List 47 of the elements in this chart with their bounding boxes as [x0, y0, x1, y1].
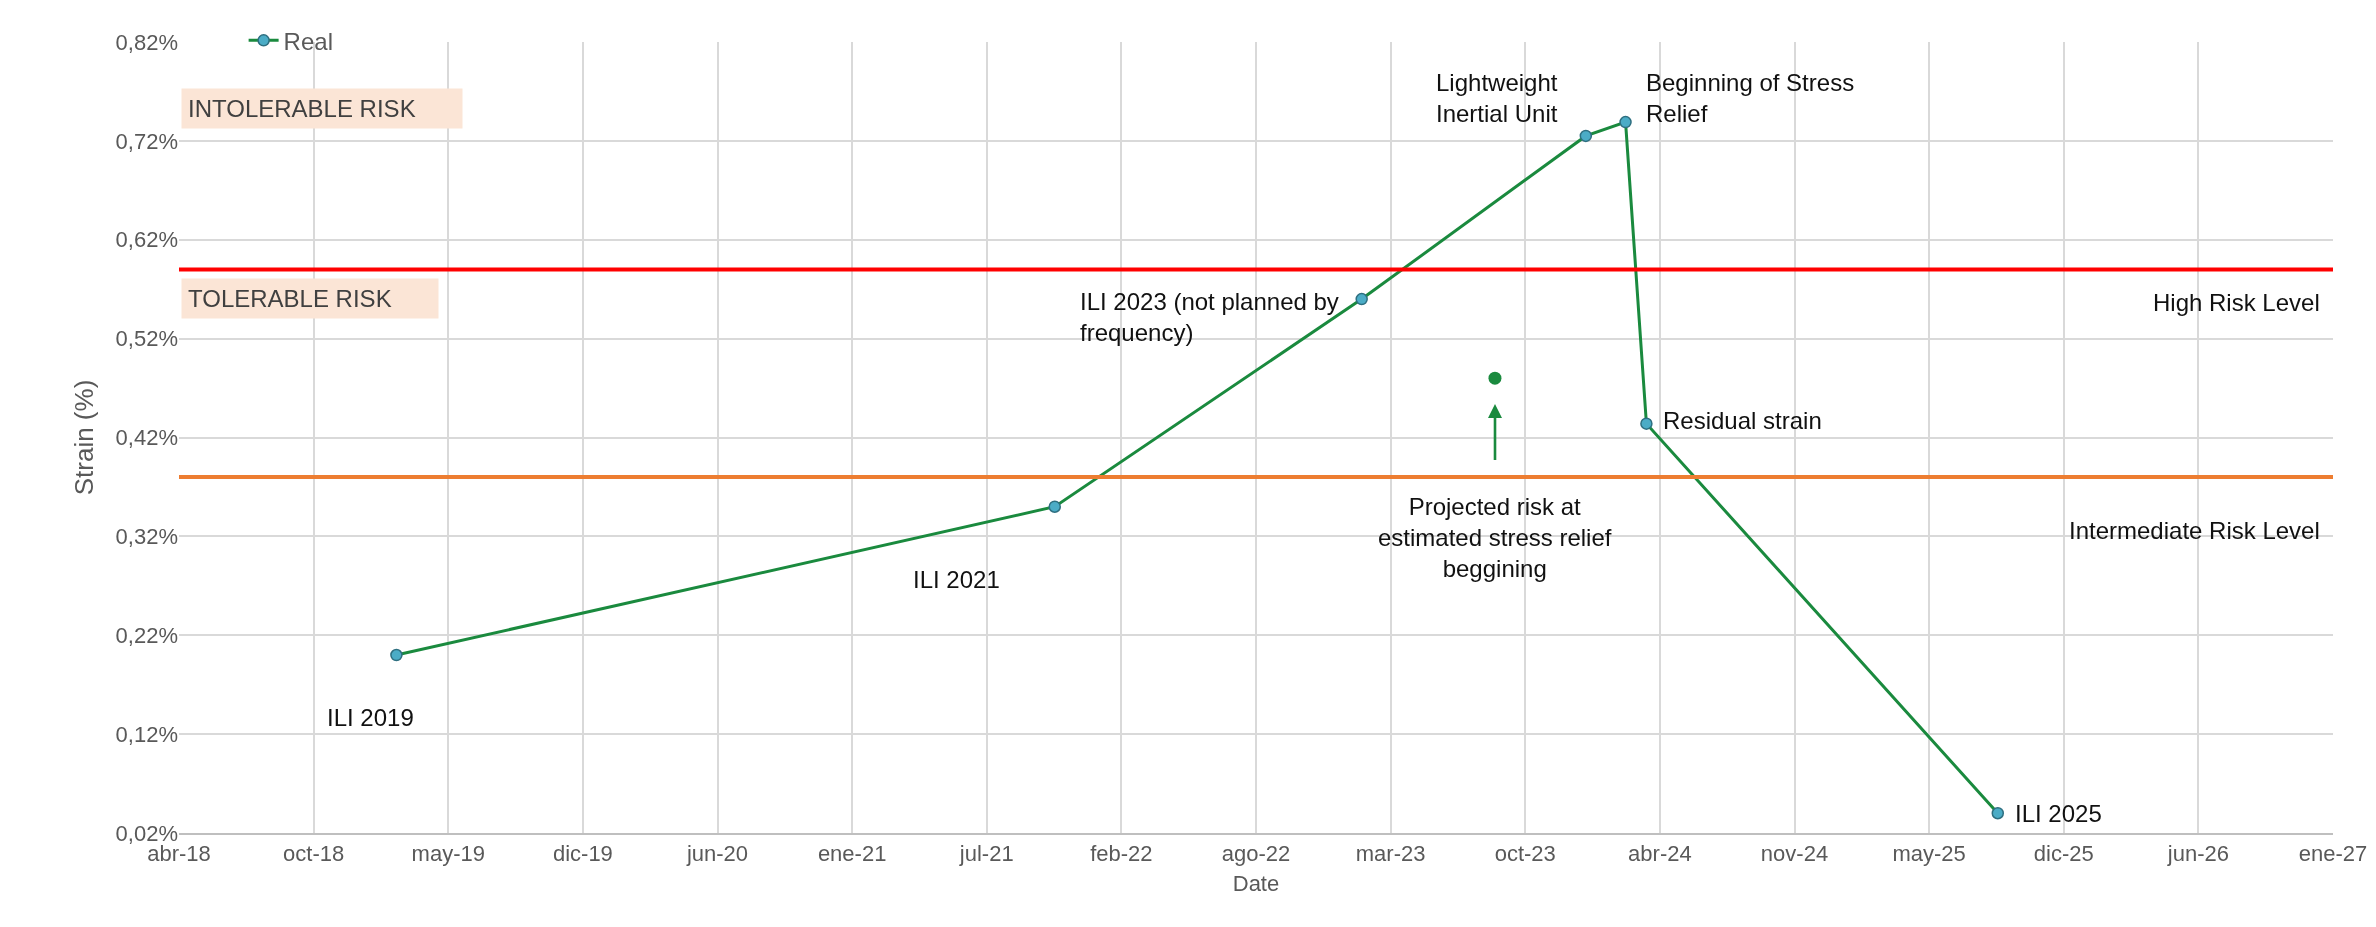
point [1640, 417, 1653, 430]
x-tick-label: may-25 [1892, 841, 1966, 867]
annotation: Beginning of Stress Relief [1646, 69, 1855, 128]
y-tick-label: 0,82% [115, 29, 178, 55]
y-tick-label: 0,42% [115, 425, 178, 451]
y-tick-label: 0,72% [115, 128, 178, 154]
annotation: ILI 2019 [327, 704, 414, 731]
x-tick-label: mar-23 [1355, 841, 1426, 867]
x-tick-label: ene-21 [817, 841, 887, 867]
y-axis-title: Strain (%) [69, 379, 100, 496]
point [1991, 806, 2005, 820]
annotation: Projected risk at estimated stress relief beggining [1378, 493, 1612, 583]
y-tick-label: 0,12% [115, 721, 178, 747]
x-tick-label: oct-23 [1494, 841, 1556, 867]
x-tick-label: dic-19 [552, 841, 613, 867]
x-tick-label: oct-18 [283, 841, 345, 867]
annotation: Lightweight Inertial Unit [1436, 69, 1558, 128]
x-tick-label: may-19 [411, 841, 485, 867]
x-tick-label: abr-24 [1628, 841, 1692, 867]
x-tick-label: jun-26 [2166, 841, 2229, 867]
x-tick-label: ene-27 [2298, 841, 2368, 867]
annotation: ILI 2025 [2015, 800, 2102, 827]
legend-label: Real [283, 27, 333, 55]
point [1048, 500, 1061, 513]
point [1619, 115, 1632, 129]
y-tick-label: 0,62% [115, 227, 178, 253]
ref-line-label: Intermediate Risk Level [2069, 517, 2320, 544]
annotation: Residual strain [1663, 407, 1822, 434]
annotation: TOLERABLE RISK [188, 285, 432, 312]
x-tick-label: ago-22 [1221, 841, 1291, 867]
y-tick-label: 0,22% [115, 622, 178, 648]
ref-line-label: High Risk Level [2153, 289, 2320, 316]
x-tick-label: nov-24 [1760, 841, 1829, 867]
point [1579, 129, 1593, 143]
x-tick-label: jun-20 [685, 841, 749, 867]
x-axis-title: Date [1232, 870, 1280, 896]
x-tick-label: jul-21 [958, 841, 1014, 867]
y-tick-label: 0,32% [115, 524, 178, 550]
annotation: ILI 2021 [913, 566, 1000, 593]
y-tick-label: 0,52% [115, 326, 178, 352]
x-tick-label: dic-25 [2033, 841, 2094, 867]
annotation: INTOLERABLE RISK [188, 95, 456, 122]
annotation: ILI 2023 (not planned by frequency) [1080, 288, 1339, 347]
point [1355, 292, 1368, 306]
point [390, 648, 403, 662]
point [1488, 371, 1502, 385]
x-tick-label: feb-22 [1090, 841, 1153, 867]
